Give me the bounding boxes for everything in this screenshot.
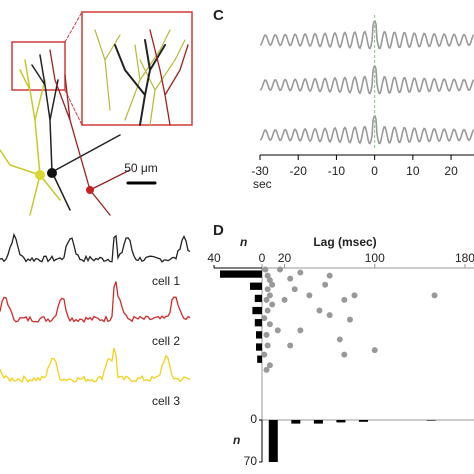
hist-bar (426, 420, 436, 421)
x-unit: sec (253, 177, 272, 191)
hist-bar (252, 306, 262, 315)
scatter-point (261, 315, 268, 322)
hist-label: n (240, 235, 247, 249)
x-tick-label: 10 (406, 164, 420, 178)
scatter-point (297, 269, 304, 276)
correlogram (259, 115, 474, 145)
x-tick-label: -20 (290, 164, 308, 178)
scatter-point (269, 301, 276, 308)
hist-bar (254, 319, 262, 327)
scatter-point (266, 277, 273, 284)
scatter-point (274, 327, 281, 334)
morphology: 50 μm (0, 11, 193, 216)
neuron-red (49, 49, 131, 216)
scatter-point (263, 331, 270, 338)
correlogram (259, 65, 474, 95)
x-tick-label: 0 (371, 164, 378, 178)
neuron-black (31, 54, 121, 211)
scatter-point (266, 362, 273, 369)
hist-bar (250, 282, 262, 290)
scatter-point (316, 307, 323, 314)
calcium-trace (0, 347, 190, 384)
soma (35, 170, 45, 180)
panel-c: -30 -20 -10 0 10 20 sec (251, 15, 474, 191)
inset-box (11, 41, 66, 91)
cell-label: cell 2 (152, 334, 180, 348)
scatter-point (326, 312, 333, 319)
scatter-point (326, 272, 333, 279)
x-tick-label: 20 (278, 251, 292, 265)
zoom-dendrites-red (149, 29, 189, 126)
scatter-point (281, 296, 288, 303)
scale-bar-label: 50 μm (124, 161, 158, 175)
x-tick-label: 100 (365, 251, 385, 265)
hist-bar (257, 355, 262, 363)
soma (47, 168, 57, 178)
scatter-point (297, 327, 304, 334)
x-tick-label: 20 (444, 164, 458, 178)
scatter-point (371, 347, 378, 354)
calcium-trace (0, 281, 191, 324)
neuron-yellow (0, 59, 61, 216)
hist-bar (254, 294, 262, 303)
scatter-point (264, 272, 271, 279)
scatter-point (277, 266, 284, 273)
scatter-point (264, 342, 271, 349)
n-tick-label: 0 (250, 412, 257, 426)
x-tick-label: 180 (455, 251, 474, 265)
x-tick-label: -30 (251, 164, 269, 178)
calcium-trace (0, 232, 191, 263)
scatter-point (322, 281, 329, 288)
x-axis-title: Lag (msec) (313, 235, 376, 249)
soma (86, 186, 94, 194)
scatter-point (351, 292, 358, 299)
hist-label: n (233, 433, 240, 447)
hist-bar (256, 331, 262, 339)
zoom-line (64, 11, 83, 43)
scatter-point (266, 292, 273, 299)
scatter-point (341, 296, 348, 303)
scatter-point (287, 342, 294, 349)
scatter-point (262, 266, 269, 273)
scatter-point (287, 275, 294, 282)
scatter-point (431, 292, 438, 299)
hist-bar (313, 420, 323, 424)
scatter-point (269, 281, 276, 288)
scatter-point (261, 351, 268, 358)
zoom-box (81, 11, 193, 126)
cell-traces: cell 1 cell 2 cell 3 (0, 232, 191, 408)
cell-label: cell 3 (152, 394, 180, 408)
scatter-point (266, 321, 273, 328)
scatter-point (306, 292, 313, 299)
n-tick-label: 70 (244, 454, 258, 468)
scatter-point (291, 286, 298, 293)
scatter-point (264, 307, 271, 314)
hist-bar (358, 420, 368, 422)
scatter-point (264, 286, 271, 293)
hist-bar (291, 420, 301, 424)
n-tick-label: 40 (207, 251, 221, 265)
x-tick-label: -10 (328, 164, 346, 178)
panel-label: C (213, 7, 224, 24)
x-tick-label: 0 (259, 251, 266, 265)
hist-bar (336, 420, 346, 423)
scatter-point (341, 351, 348, 358)
hist-bar (256, 343, 262, 351)
correlogram (259, 20, 474, 50)
scatter-point (263, 296, 270, 303)
scatter-point (263, 366, 270, 373)
hist-bar (220, 270, 262, 278)
scatter-point (336, 336, 343, 343)
zoom-dendrites-yellow (94, 29, 186, 126)
hist-bar (268, 420, 278, 462)
panel-label: D (213, 222, 224, 239)
cell-label: cell 1 (152, 274, 180, 288)
scatter-point (346, 316, 353, 323)
